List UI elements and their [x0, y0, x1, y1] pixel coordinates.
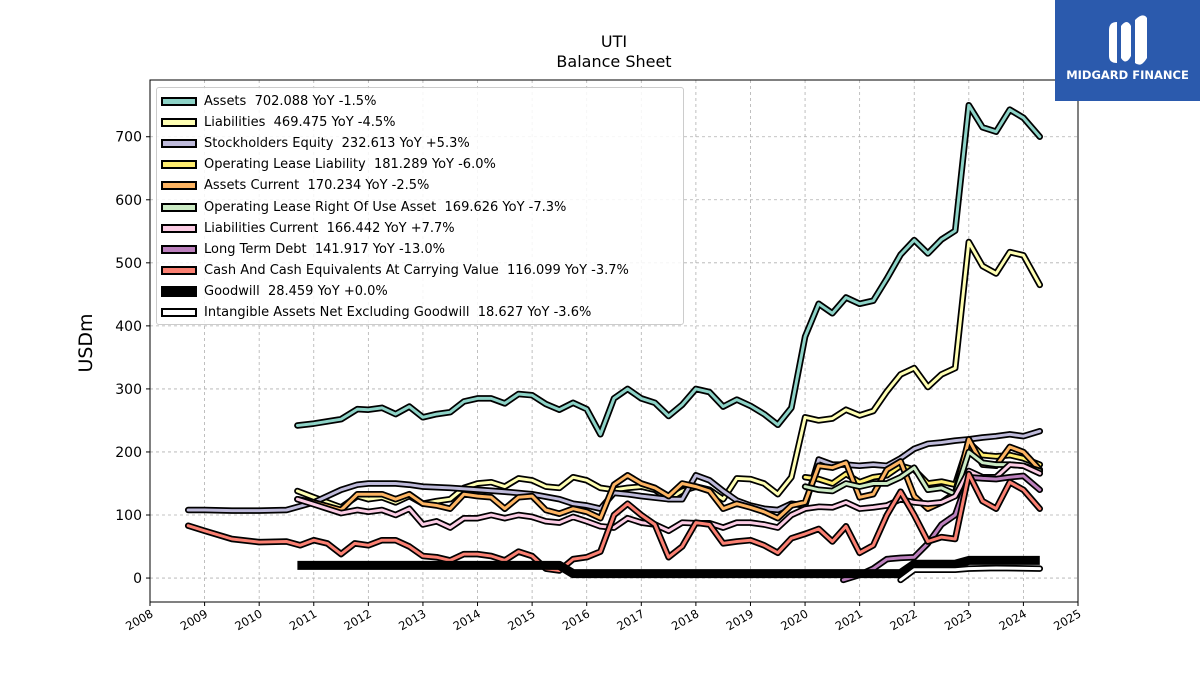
- legend-item: Operating Lease Right Of Use Asset 169.6…: [161, 196, 683, 217]
- x-tick-label: 2025: [1051, 606, 1083, 633]
- x-tick-label: 2020: [778, 606, 810, 633]
- legend-swatch: [161, 223, 197, 233]
- legend-label: Stockholders Equity 232.613 YoY +5.3%: [204, 136, 470, 152]
- series-line-liabilities-current: [295, 463, 1042, 533]
- legend-label: Liabilities Current 166.442 YoY +7.7%: [204, 220, 455, 236]
- legend-label: Operating Lease Liability 181.289 YoY -6…: [204, 157, 496, 173]
- x-tick-label: 2018: [669, 606, 701, 633]
- series-line-operating-lease-right-of-use-asset: [803, 450, 1042, 496]
- legend-swatch: [161, 285, 197, 297]
- x-tick-label: 2016: [560, 606, 592, 633]
- legend-label: Assets Current 170.234 YoY -2.5%: [204, 178, 430, 194]
- series-line-goodwill: [297, 555, 1040, 579]
- legend-item: Long Term Debt 141.917 YoY -13.0%: [161, 239, 683, 260]
- y-tick-label: 700: [115, 130, 142, 146]
- legend-label: Long Term Debt 141.917 YoY -13.0%: [204, 241, 445, 257]
- y-tick-label: 100: [115, 508, 142, 524]
- chart-title: UTI: [601, 32, 627, 51]
- legend-item: Cash And Cash Equivalents At Carrying Va…: [161, 260, 683, 281]
- legend-label: Cash And Cash Equivalents At Carrying Va…: [204, 262, 629, 278]
- x-tick-label: 2015: [505, 606, 537, 633]
- legend: Assets 702.088 YoY -1.5% Liabilities 469.…: [156, 87, 684, 325]
- legend-item: Stockholders Equity 232.613 YoY +5.3%: [161, 133, 683, 154]
- logo-mark-icon: [1109, 15, 1147, 65]
- legend-item: Intangible Assets Net Excluding Goodwill…: [161, 302, 683, 323]
- legend-swatch: [161, 307, 197, 317]
- plot-frame: [149, 79, 1079, 603]
- series-line-assets: [295, 103, 1042, 436]
- legend-label: Goodwill 28.459 YoY +0.0%: [204, 283, 388, 299]
- x-tick-label: 2024: [997, 606, 1029, 633]
- axis-ticks: 2008 2009 2010 2011 2012 2013 2014 2015 2016 2017…: [115, 130, 1083, 633]
- legend-swatch: [161, 202, 197, 212]
- legend-label: Assets 702.088 YoY -1.5%: [204, 94, 377, 110]
- legend-swatch: [161, 160, 197, 170]
- x-tick-label: 2012: [341, 606, 373, 633]
- logo-text: MIDGARD FINANCE: [1066, 68, 1189, 82]
- y-tick-label: 600: [115, 193, 142, 209]
- x-tick-label: 2021: [833, 606, 865, 633]
- legend-item: Liabilities Current 166.442 YoY +7.7%: [161, 218, 683, 239]
- x-tick-label: 2017: [614, 606, 646, 633]
- legend-label: Liabilities 469.475 YoY -4.5%: [204, 115, 396, 131]
- y-tick-label: 500: [115, 256, 142, 272]
- y-tick-label: 200: [115, 445, 142, 461]
- legend-label: Intangible Assets Net Excluding Goodwill…: [204, 304, 592, 320]
- legend-item: Assets Current 170.234 YoY -2.5%: [161, 175, 683, 196]
- series-line-assets-current: [295, 437, 1042, 520]
- legend-item: Operating Lease Liability 181.289 YoY -6…: [161, 154, 683, 175]
- series-line-stockholders-equity: [186, 429, 1042, 513]
- legend-swatch: [161, 265, 197, 275]
- x-tick-label: 2014: [451, 606, 483, 633]
- x-tick-label: 2023: [942, 606, 974, 633]
- legend-item: Liabilities 469.475 YoY -4.5%: [161, 112, 683, 133]
- legend-item: Goodwill 28.459 YoY +0.0%: [161, 281, 683, 302]
- x-tick-label: 2019: [724, 606, 756, 633]
- midgard-finance-logo: MIDGARD FINANCE: [1055, 0, 1200, 101]
- series-line-liabilities: [295, 240, 1042, 509]
- legend-item: Assets 702.088 YoY -1.5%: [161, 91, 683, 112]
- legend-label: Operating Lease Right Of Use Asset 169.6…: [204, 199, 567, 215]
- x-tick-label: 2008: [123, 606, 155, 633]
- legend-swatch: [161, 244, 197, 254]
- series-line-intangible-assets-net-excluding-goodwill: [899, 566, 1042, 582]
- series-line-long-term-debt: [841, 474, 1042, 582]
- legend-swatch: [161, 181, 197, 191]
- x-tick-label: 2011: [287, 606, 319, 633]
- series-lines: [184, 101, 1044, 584]
- series-line-cash-and-cash-equivalents-at-carrying-value: [186, 472, 1042, 572]
- y-tick-label: 0: [133, 571, 142, 587]
- chart-subtitle: Balance Sheet: [556, 52, 671, 71]
- x-tick-label: 2013: [396, 606, 428, 633]
- legend-swatch: [161, 118, 197, 128]
- x-tick-label: 2009: [178, 606, 210, 633]
- legend-swatch: [161, 139, 197, 149]
- y-tick-label: 400: [115, 319, 142, 335]
- y-axis-label: USDm: [75, 313, 97, 372]
- legend-swatch: [161, 97, 197, 107]
- y-tick-label: 300: [115, 382, 142, 398]
- x-tick-label: 2010: [232, 606, 264, 633]
- x-tick-label: 2022: [887, 606, 919, 633]
